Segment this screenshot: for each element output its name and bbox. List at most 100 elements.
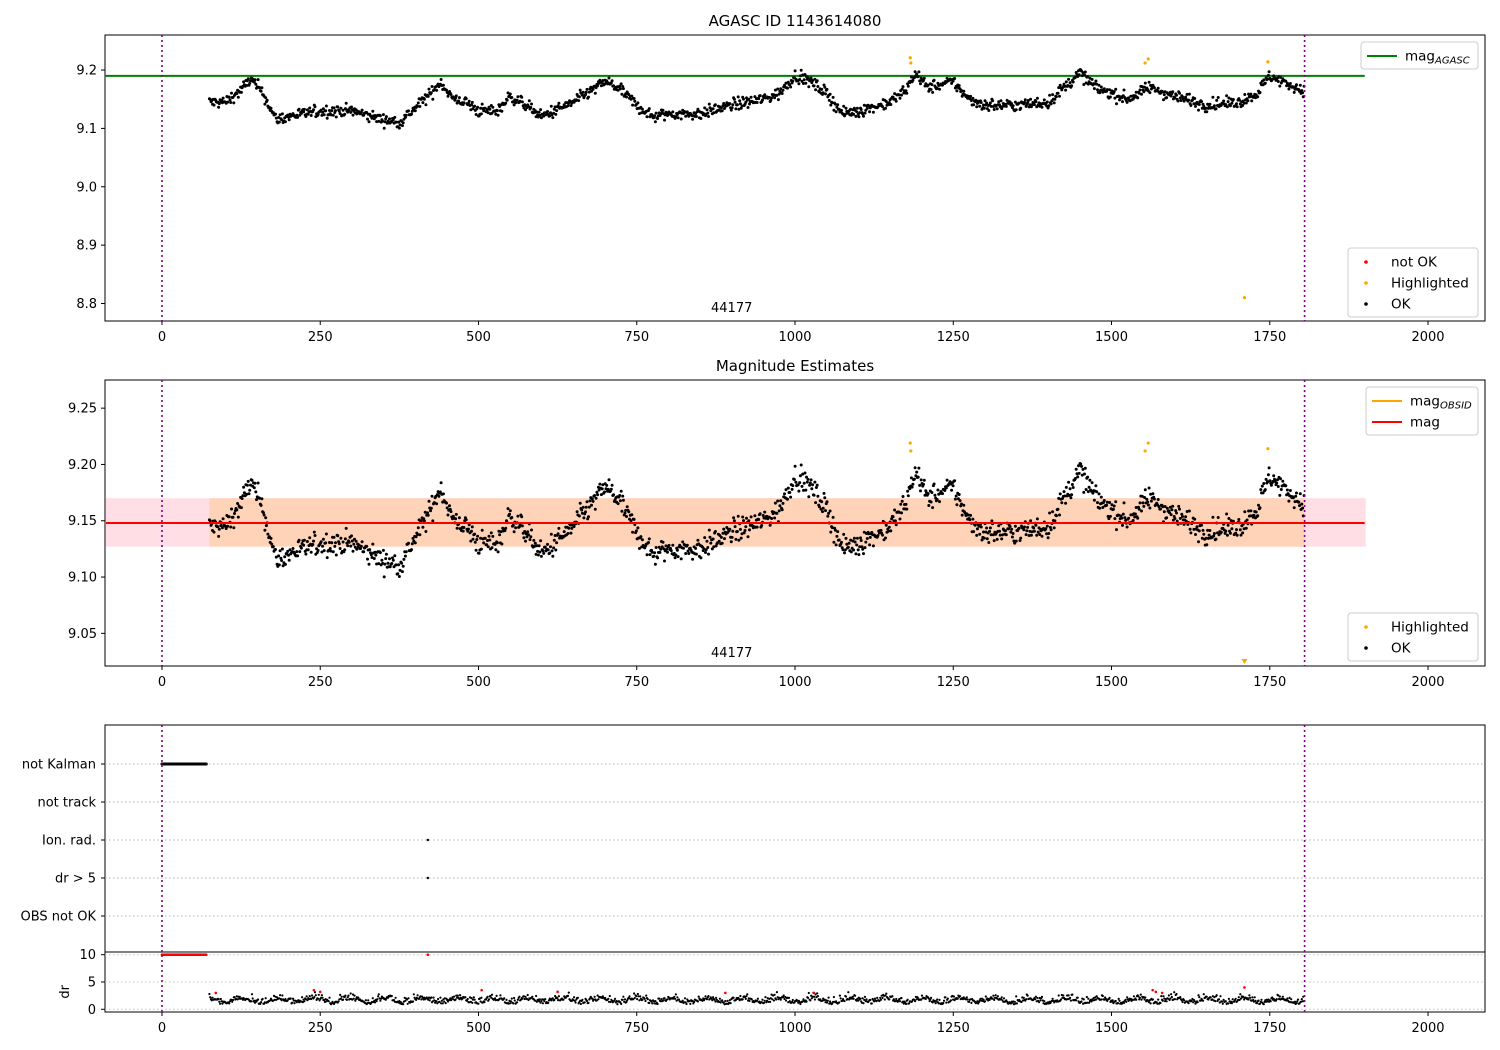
ok-point — [1176, 99, 1180, 103]
ok-point — [1170, 508, 1174, 512]
ok-point — [802, 481, 806, 485]
ok-point — [682, 546, 685, 550]
ok-point — [836, 530, 840, 534]
ok-point — [972, 103, 976, 107]
ok-point — [278, 113, 282, 117]
dr-point — [781, 996, 785, 999]
ok-point — [1044, 527, 1048, 531]
ok-point — [516, 514, 520, 518]
ok-point — [1095, 490, 1099, 494]
ok-point — [595, 490, 599, 494]
dr-point — [673, 995, 676, 998]
x-tick-label: 500 — [466, 330, 491, 345]
ok-point — [1034, 100, 1038, 104]
ok-point — [775, 511, 779, 515]
dr-point — [472, 996, 475, 999]
ok-point — [676, 116, 680, 120]
ok-point — [431, 97, 435, 101]
ok-point — [998, 529, 1001, 533]
ok-point — [591, 499, 595, 503]
ok-point — [797, 489, 801, 493]
ok-point — [546, 548, 550, 552]
dr-point — [437, 997, 440, 1001]
highlighted-point — [1242, 296, 1247, 300]
ok-point — [446, 94, 450, 98]
ok-point — [732, 516, 736, 520]
dr-point — [464, 996, 467, 999]
ok-point — [929, 500, 933, 504]
ok-point — [900, 87, 904, 91]
dr-point — [416, 994, 419, 997]
ok-point — [539, 539, 543, 543]
legend-box — [1360, 41, 1479, 70]
ok-point — [836, 103, 840, 107]
ok-point — [250, 478, 254, 482]
dr-point — [595, 999, 599, 1002]
ok-point — [538, 113, 542, 117]
ok-point — [596, 485, 600, 489]
dr-point — [739, 994, 742, 998]
ok-point — [1076, 475, 1080, 479]
ok-point — [1058, 513, 1061, 517]
ok-point — [825, 500, 829, 504]
dr-point — [1167, 997, 1170, 1000]
ok-point — [663, 559, 666, 563]
dr-point — [1224, 1000, 1227, 1003]
y-tick-label: 9.15 — [68, 514, 97, 529]
ok-point — [391, 558, 395, 562]
ok-point — [1156, 86, 1160, 90]
ok-point — [1026, 525, 1030, 529]
dr-point — [1290, 998, 1293, 1001]
ok-point — [288, 548, 292, 552]
dr-point — [339, 993, 342, 997]
ok-point — [808, 483, 812, 487]
dr-point — [470, 997, 473, 1000]
ok-point — [971, 517, 975, 521]
ok-point — [1057, 496, 1061, 500]
dr-point — [466, 997, 469, 1001]
ok-point — [1131, 519, 1135, 522]
ok-point — [1143, 81, 1147, 85]
ok-point — [776, 98, 780, 102]
dr-point — [992, 994, 995, 997]
ok-point — [324, 541, 328, 545]
ok-point — [1035, 533, 1039, 537]
ok-point — [618, 84, 622, 88]
ok-point — [515, 98, 519, 102]
ok-point — [438, 490, 442, 494]
highlighted-point — [1146, 441, 1150, 445]
ok-point — [664, 544, 668, 548]
ok-point — [537, 110, 541, 114]
ok-point — [881, 105, 884, 109]
ok-point — [277, 554, 281, 558]
ok-point — [1293, 87, 1297, 91]
dr-point — [652, 1000, 655, 1003]
dr-point — [1242, 995, 1245, 998]
ok-point — [475, 538, 479, 541]
y-tick-label: 9.0 — [76, 180, 97, 195]
ok-point — [508, 512, 511, 516]
ok-point — [242, 80, 246, 84]
x-tick-label: 1750 — [1253, 675, 1286, 690]
ok-point — [388, 117, 391, 121]
ok-point — [647, 107, 651, 111]
ok-point — [381, 113, 385, 117]
ok-point — [1169, 513, 1173, 517]
dr-point — [1069, 999, 1072, 1002]
dr-point — [291, 997, 295, 1000]
ok-point — [476, 105, 480, 109]
ok-point — [1193, 97, 1197, 100]
dr-point — [1036, 996, 1039, 1000]
ok-point — [978, 532, 982, 536]
dr-point — [317, 993, 320, 996]
dr-point — [454, 998, 457, 1001]
ok-point — [676, 555, 680, 559]
ok-point — [770, 517, 774, 520]
dr-point — [344, 994, 347, 997]
ok-point — [1279, 488, 1283, 491]
ok-point — [814, 501, 818, 505]
ok-point — [729, 540, 733, 544]
ok-point — [231, 515, 235, 519]
dr-not-ok-point — [1151, 988, 1154, 992]
ok-point — [298, 550, 302, 554]
